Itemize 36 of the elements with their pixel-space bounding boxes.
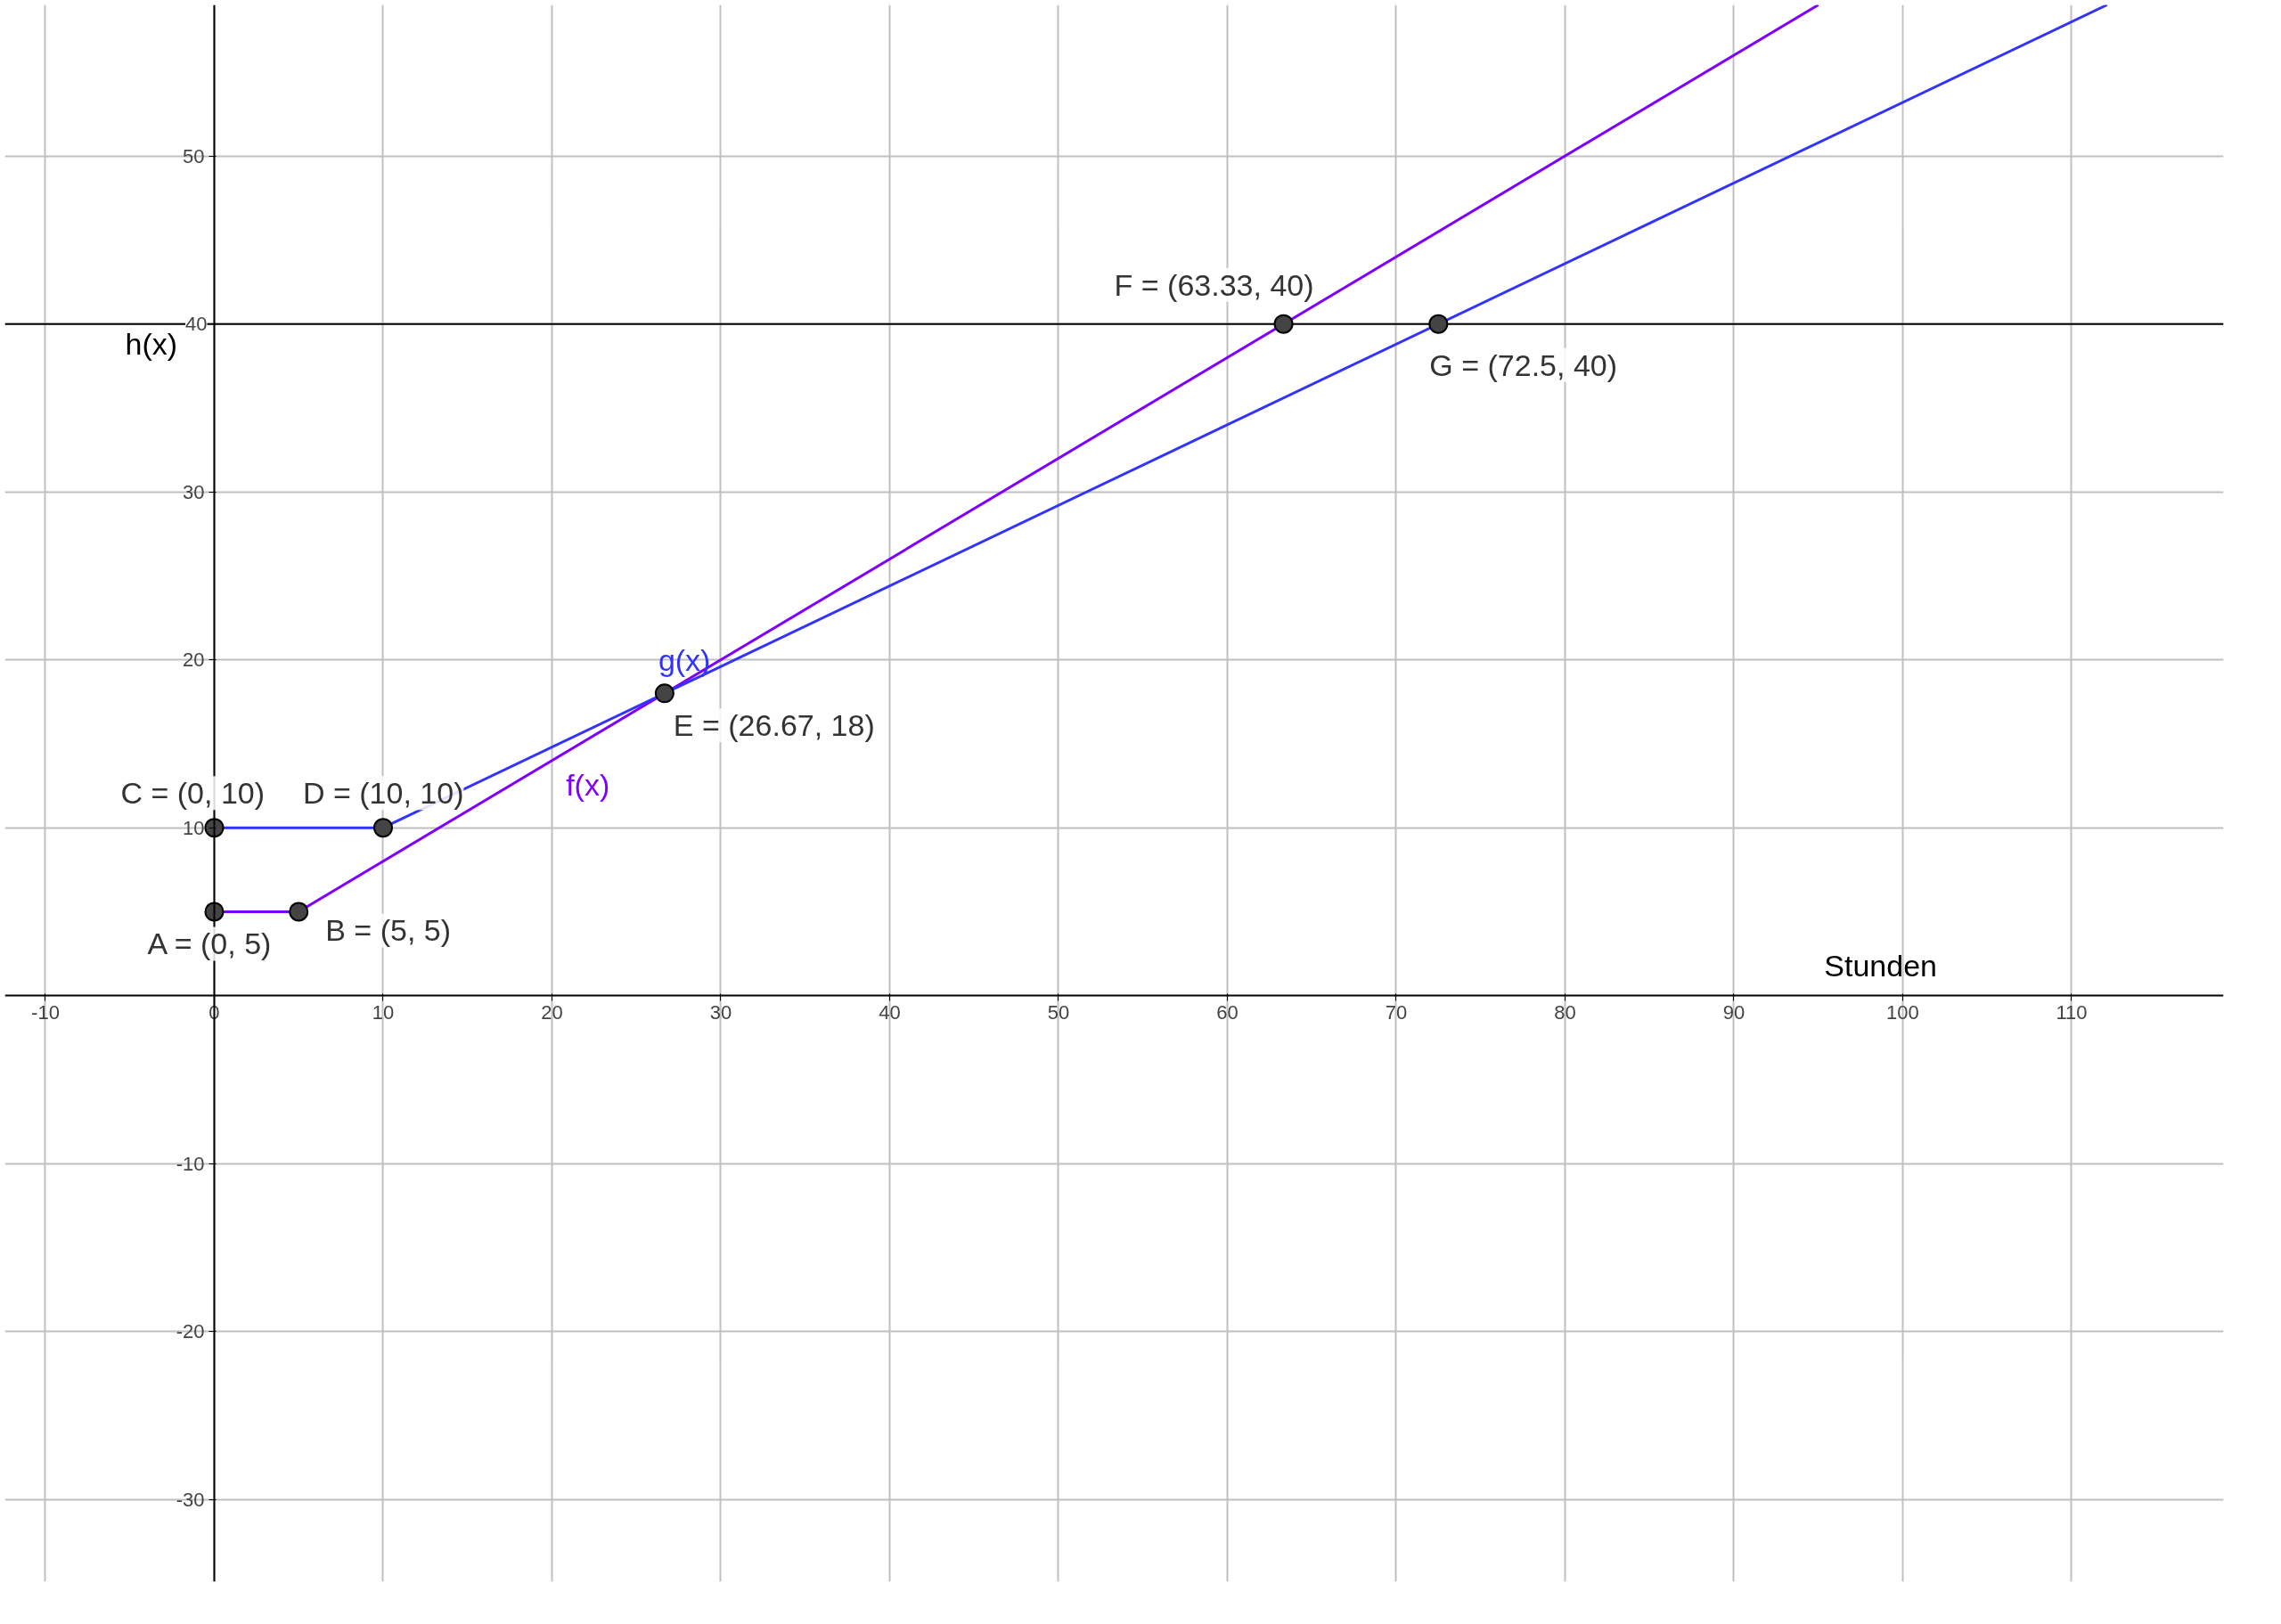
annotation: D = (10, 10) [302, 776, 464, 811]
y-tick-label: 10 [183, 816, 205, 839]
y-tick-label: -10 [176, 1152, 205, 1175]
point [289, 902, 309, 922]
point [1273, 314, 1294, 334]
x-tick-label: 40 [879, 1000, 901, 1024]
x-axis-title: Stunden [1824, 948, 1937, 983]
y-tick-label: -20 [176, 1320, 205, 1343]
y-axis-title: h(x) [125, 326, 178, 361]
x-tick-label: 90 [1722, 1000, 1745, 1024]
y-tick-label: 30 [183, 480, 205, 503]
series-label: g(x) [658, 643, 711, 678]
y-tick-label: 50 [183, 144, 205, 167]
y-tick-label: 40 [185, 313, 208, 336]
annotation: G = (72.5, 40) [1429, 347, 1618, 382]
x-tick-label: 30 [709, 1000, 732, 1024]
x-tick-label: 50 [1047, 1000, 1070, 1024]
x-tick-label: 80 [1554, 1000, 1576, 1024]
annotation: E = (26.67, 18) [673, 708, 875, 743]
annotation: A = (0, 5) [147, 926, 272, 961]
x-tick-label: -10 [31, 1000, 60, 1024]
point [654, 683, 674, 704]
x-tick-label: 10 [372, 1000, 395, 1024]
x-tick-label: 110 [2056, 1000, 2088, 1024]
y-tick-label: -30 [176, 1488, 205, 1511]
x-tick-label: 60 [1216, 1000, 1239, 1024]
annotation: F = (63.33, 40) [1114, 267, 1314, 302]
y-tick-label: 20 [183, 649, 205, 672]
point [372, 818, 393, 838]
series-label: f(x) [566, 768, 610, 803]
x-tick-label: 20 [541, 1000, 563, 1024]
point [1428, 314, 1449, 334]
x-tick-label: 100 [1886, 1000, 1919, 1024]
annotation: C = (0, 10) [120, 776, 266, 811]
x-tick-label: 70 [1385, 1000, 1408, 1024]
annotation: B = (5, 5) [325, 913, 452, 948]
